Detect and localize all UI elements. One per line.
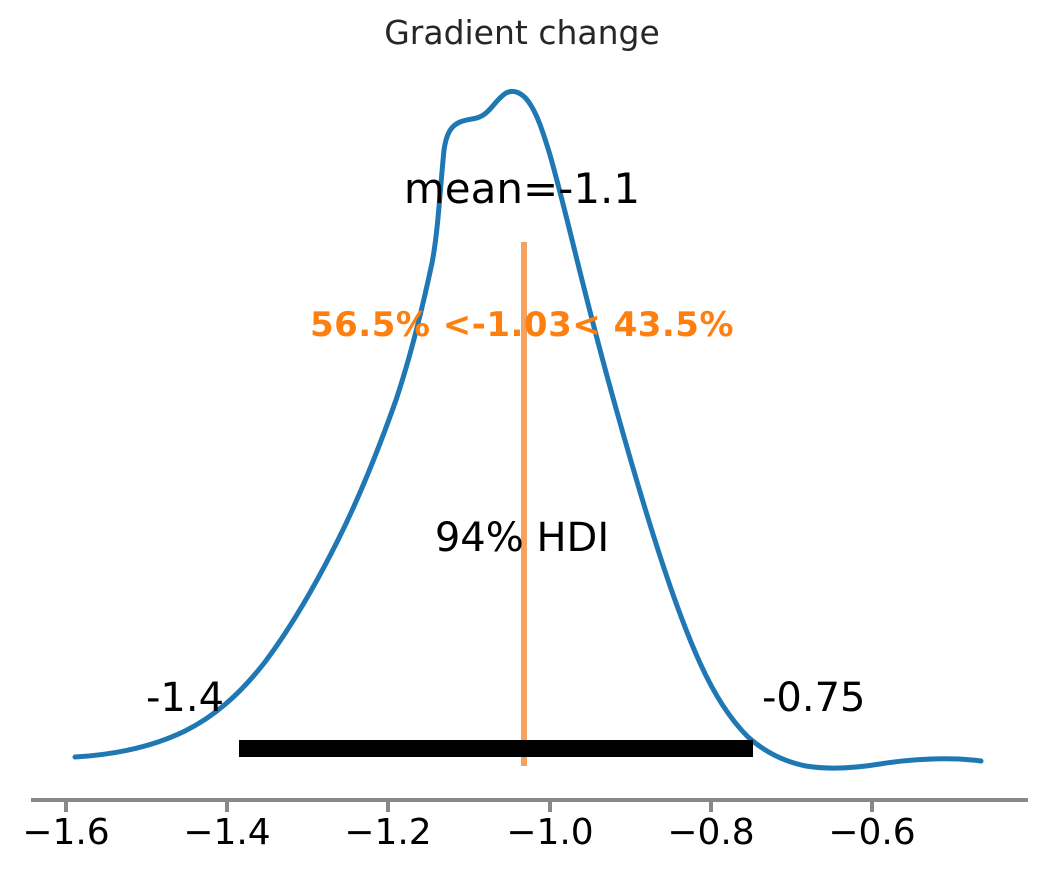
hdi-lower-bound-label: -1.4 bbox=[146, 675, 225, 721]
x-tick-label-5: −0.6 bbox=[828, 812, 916, 853]
density-curve bbox=[72, 88, 984, 771]
x-tick-label-1: −1.4 bbox=[183, 812, 271, 853]
hdi-upper-bound-label: -0.75 bbox=[762, 675, 866, 721]
x-tick-label-0: −1.6 bbox=[22, 812, 110, 853]
x-tick-label-2: −1.2 bbox=[344, 812, 432, 853]
rope-annotation-label: 56.5% <-1.03< 43.5% bbox=[309, 305, 735, 345]
hdi-interval-bar bbox=[239, 740, 753, 757]
x-axis-tick-marks bbox=[64, 800, 874, 812]
x-tick-label-3: −1.0 bbox=[506, 812, 594, 853]
x-tick-label-4: −0.8 bbox=[667, 812, 755, 853]
mean-annotation-label: mean=-1.1 bbox=[403, 164, 641, 213]
chart-title: Gradient change bbox=[384, 13, 660, 52]
hdi-annotation-label: 94% HDI bbox=[434, 515, 610, 561]
